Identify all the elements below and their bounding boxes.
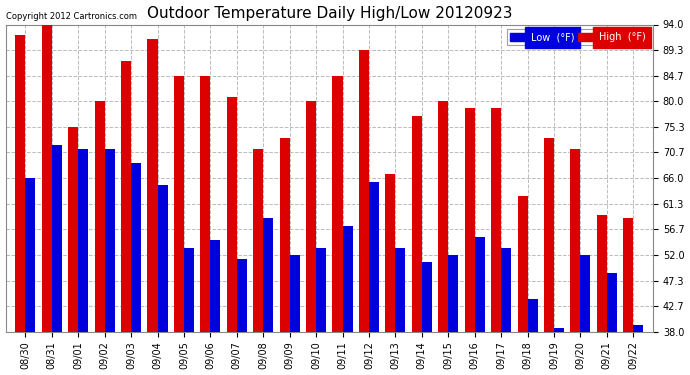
- Bar: [438, 101, 449, 332]
- Bar: [316, 248, 326, 332]
- Bar: [607, 273, 617, 332]
- Bar: [491, 108, 501, 332]
- Bar: [554, 328, 564, 332]
- Bar: [633, 325, 643, 332]
- Bar: [78, 149, 88, 332]
- Bar: [131, 163, 141, 332]
- Bar: [306, 101, 316, 332]
- Bar: [157, 185, 168, 332]
- Title: Outdoor Temperature Daily High/Low 20120923: Outdoor Temperature Daily High/Low 20120…: [146, 6, 512, 21]
- Bar: [105, 149, 115, 332]
- Bar: [227, 98, 237, 332]
- Bar: [26, 178, 35, 332]
- Bar: [623, 218, 633, 332]
- Bar: [571, 149, 580, 332]
- Bar: [15, 36, 26, 332]
- Bar: [448, 255, 458, 332]
- Bar: [68, 127, 78, 332]
- Bar: [174, 75, 184, 332]
- Bar: [264, 218, 273, 332]
- Bar: [333, 75, 342, 332]
- Bar: [253, 149, 264, 332]
- Bar: [184, 248, 194, 332]
- Bar: [342, 226, 353, 332]
- Text: Copyright 2012 Cartronics.com: Copyright 2012 Cartronics.com: [6, 12, 137, 21]
- Bar: [544, 138, 554, 332]
- Bar: [237, 259, 247, 332]
- Bar: [210, 240, 220, 332]
- Bar: [422, 262, 432, 332]
- Bar: [385, 174, 395, 332]
- Bar: [95, 101, 105, 332]
- Bar: [290, 255, 299, 332]
- Bar: [42, 24, 52, 332]
- Bar: [528, 299, 538, 332]
- Bar: [121, 61, 131, 332]
- Bar: [464, 108, 475, 332]
- Bar: [200, 75, 210, 332]
- Bar: [52, 145, 62, 332]
- Legend: Low  (°F), High  (°F): Low (°F), High (°F): [507, 29, 648, 45]
- Bar: [369, 182, 379, 332]
- Bar: [475, 237, 485, 332]
- Bar: [395, 248, 406, 332]
- Bar: [501, 248, 511, 332]
- Bar: [580, 255, 591, 332]
- Bar: [279, 138, 290, 332]
- Bar: [148, 39, 157, 332]
- Bar: [412, 116, 422, 332]
- Bar: [359, 50, 369, 332]
- Bar: [597, 215, 607, 332]
- Bar: [518, 196, 528, 332]
